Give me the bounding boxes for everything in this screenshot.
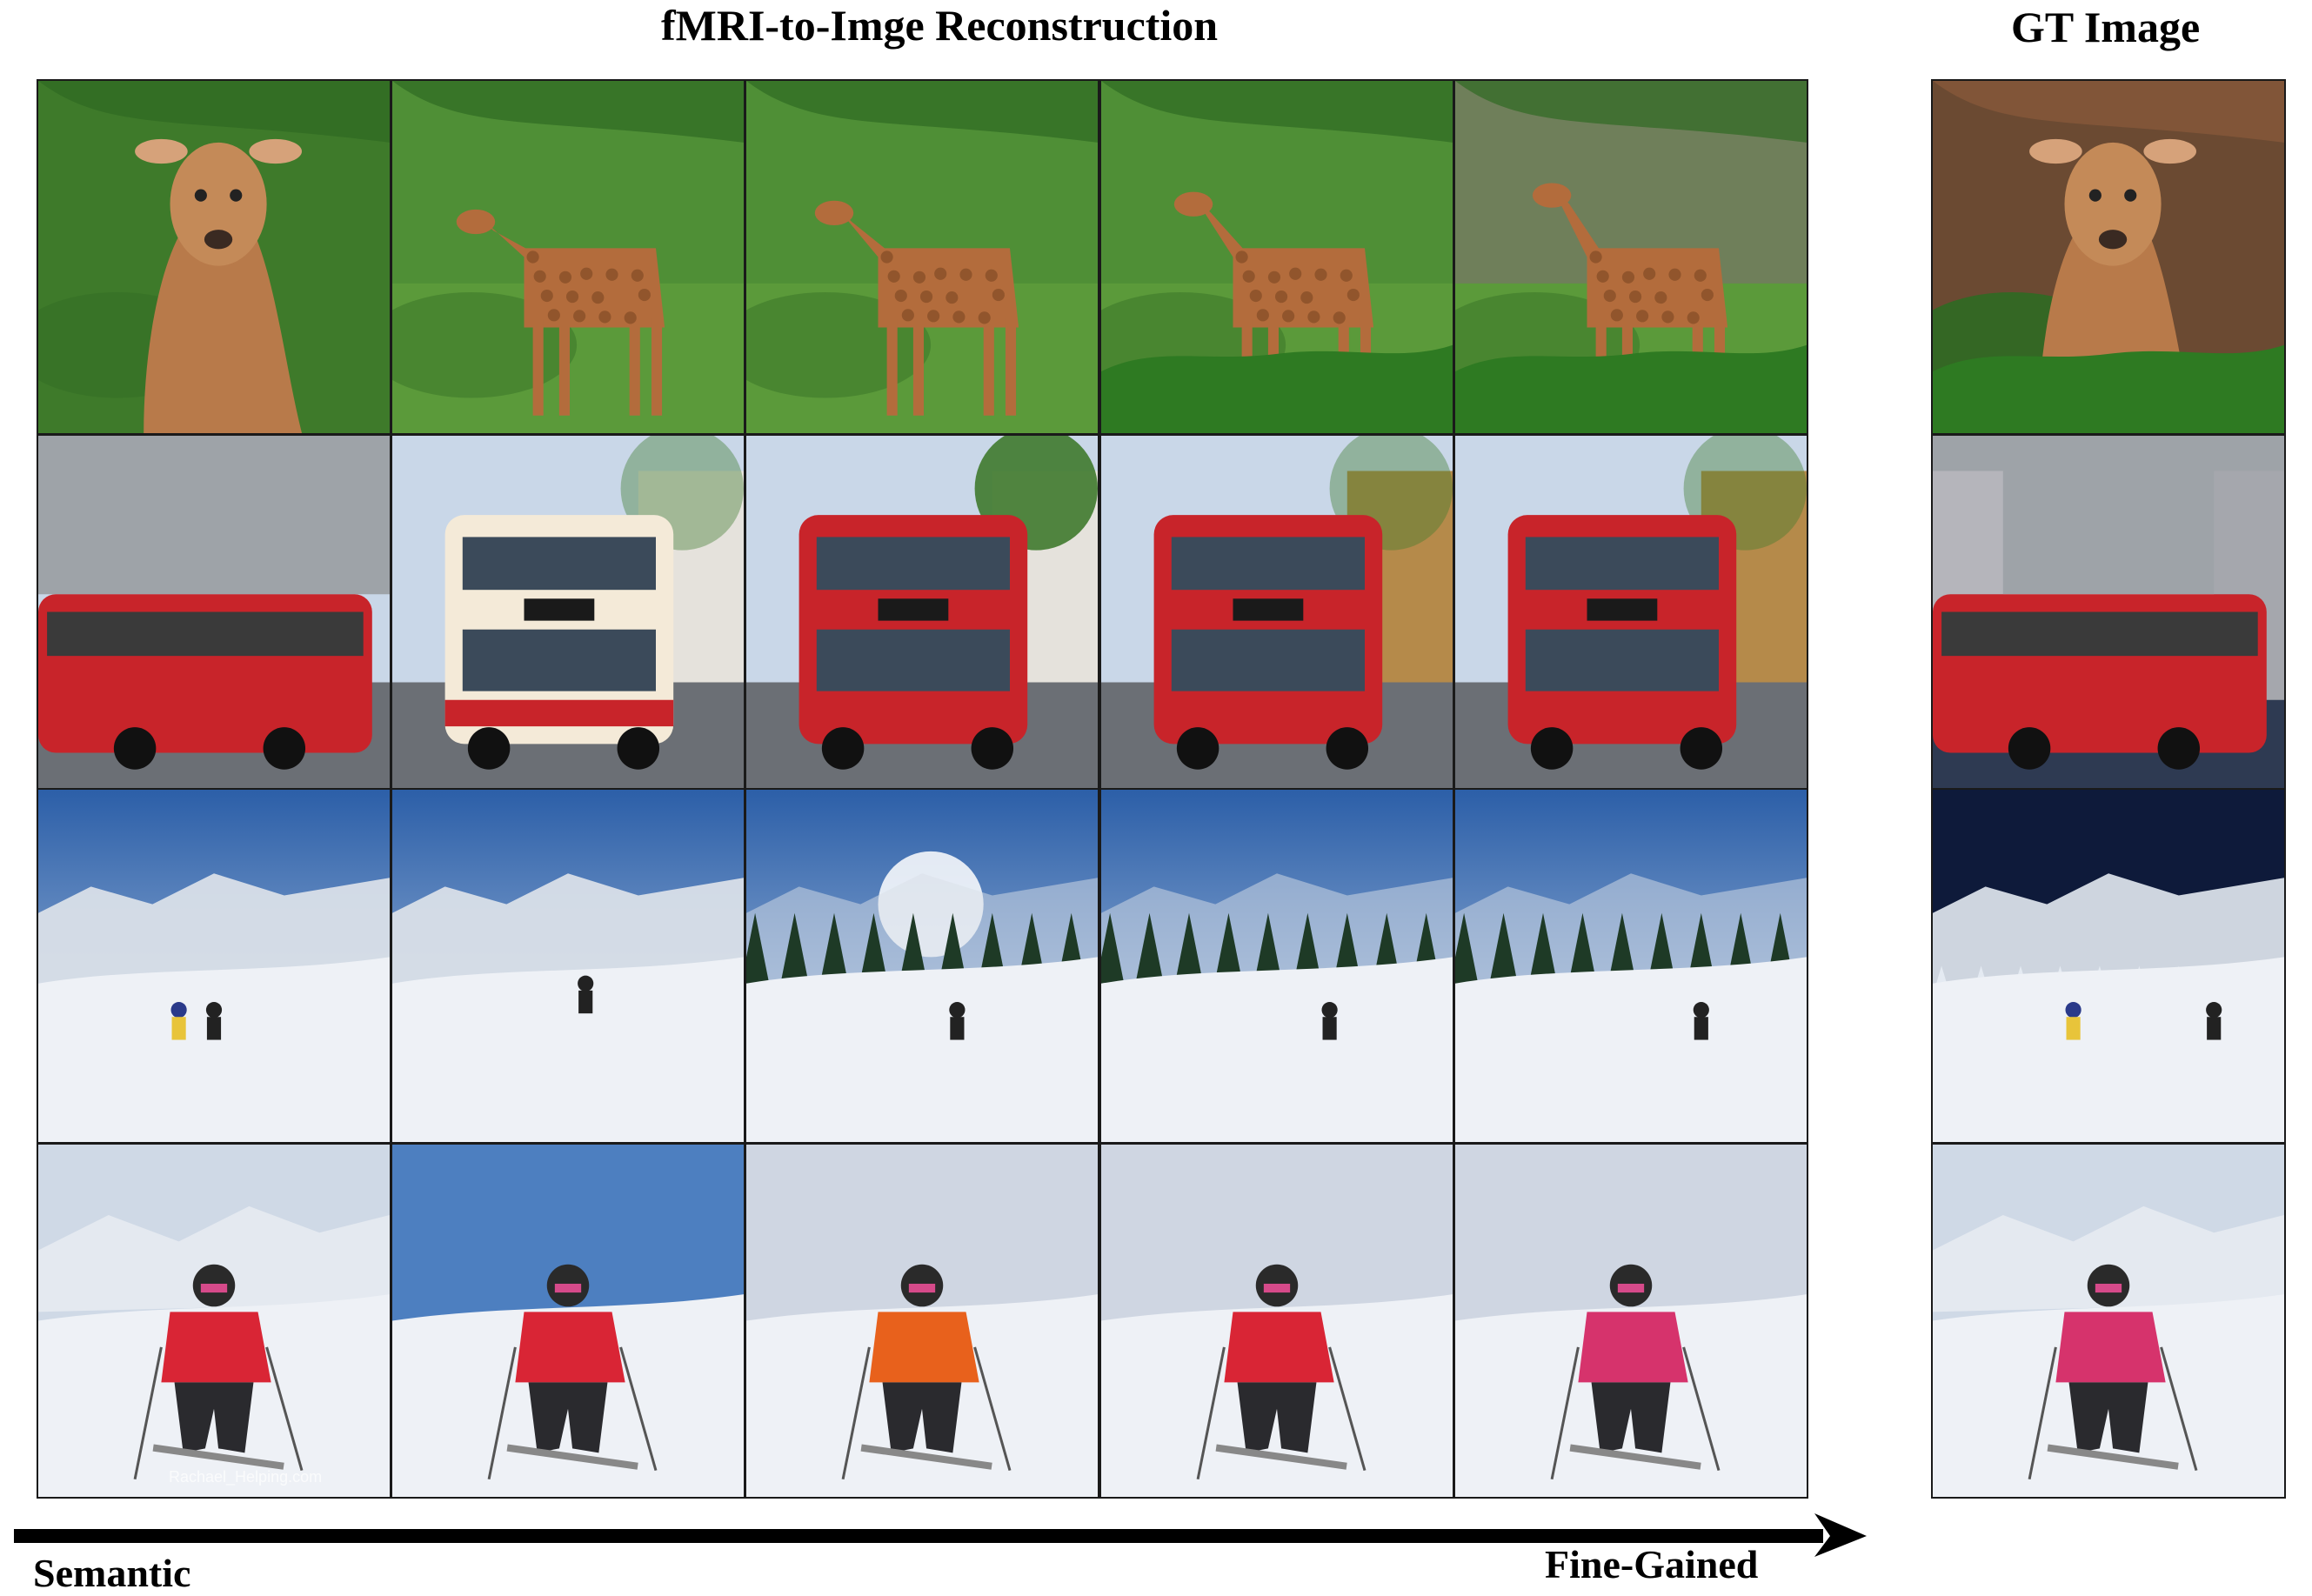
reconstruction-red-bus-1	[37, 434, 391, 790]
reconstruction-red-bus-2	[391, 434, 745, 790]
reconstruction-title: fMRI-to-Imge Reconstruction	[661, 1, 1219, 50]
reconstruction-giraffe-2	[391, 79, 745, 435]
reconstruction-giraffe-5	[1453, 79, 1808, 435]
reconstruction-skier-distant-3	[745, 788, 1099, 1144]
fine-grained-label: Fine-Gained	[1545, 1542, 1759, 1586]
reconstruction-giraffe-3	[745, 79, 1099, 435]
reconstruction-giraffe-4	[1099, 79, 1454, 435]
reconstruction-skier-distant-4	[1099, 788, 1454, 1144]
reconstruction-skier-closeup-3	[745, 1143, 1099, 1499]
gt-image-skier-distant	[1931, 788, 2286, 1144]
gt-image-giraffe	[1931, 79, 2286, 435]
reconstruction-red-bus-5	[1453, 434, 1808, 790]
reconstruction-red-bus-3	[745, 434, 1099, 790]
reconstruction-giraffe-1	[37, 79, 391, 435]
reconstruction-skier-closeup-2	[391, 1143, 745, 1499]
semantic-label: Semantic	[33, 1551, 191, 1595]
semantic-to-finegrained-arrow	[14, 1513, 1867, 1557]
reconstruction-skier-distant-5	[1453, 788, 1808, 1144]
gt-image-title: GT Image	[2011, 3, 2201, 51]
reconstruction-skier-distant-2	[391, 788, 745, 1144]
reconstruction-skier-closeup-4	[1099, 1143, 1454, 1499]
watermark-text: Rachael_Helping.com	[169, 1468, 323, 1486]
ground-truth-column	[1931, 79, 2286, 1499]
reconstruction-red-bus-4	[1099, 434, 1454, 790]
reconstruction-grid: Rachael_Helping.com	[37, 79, 1808, 1499]
gt-image-red-bus	[1931, 434, 2286, 790]
reconstruction-skier-distant-1	[37, 788, 391, 1144]
gt-image-skier-closeup	[1931, 1143, 2286, 1499]
reconstruction-skier-closeup-5	[1453, 1143, 1808, 1499]
reconstruction-skier-closeup-1: Rachael_Helping.com	[37, 1143, 391, 1499]
